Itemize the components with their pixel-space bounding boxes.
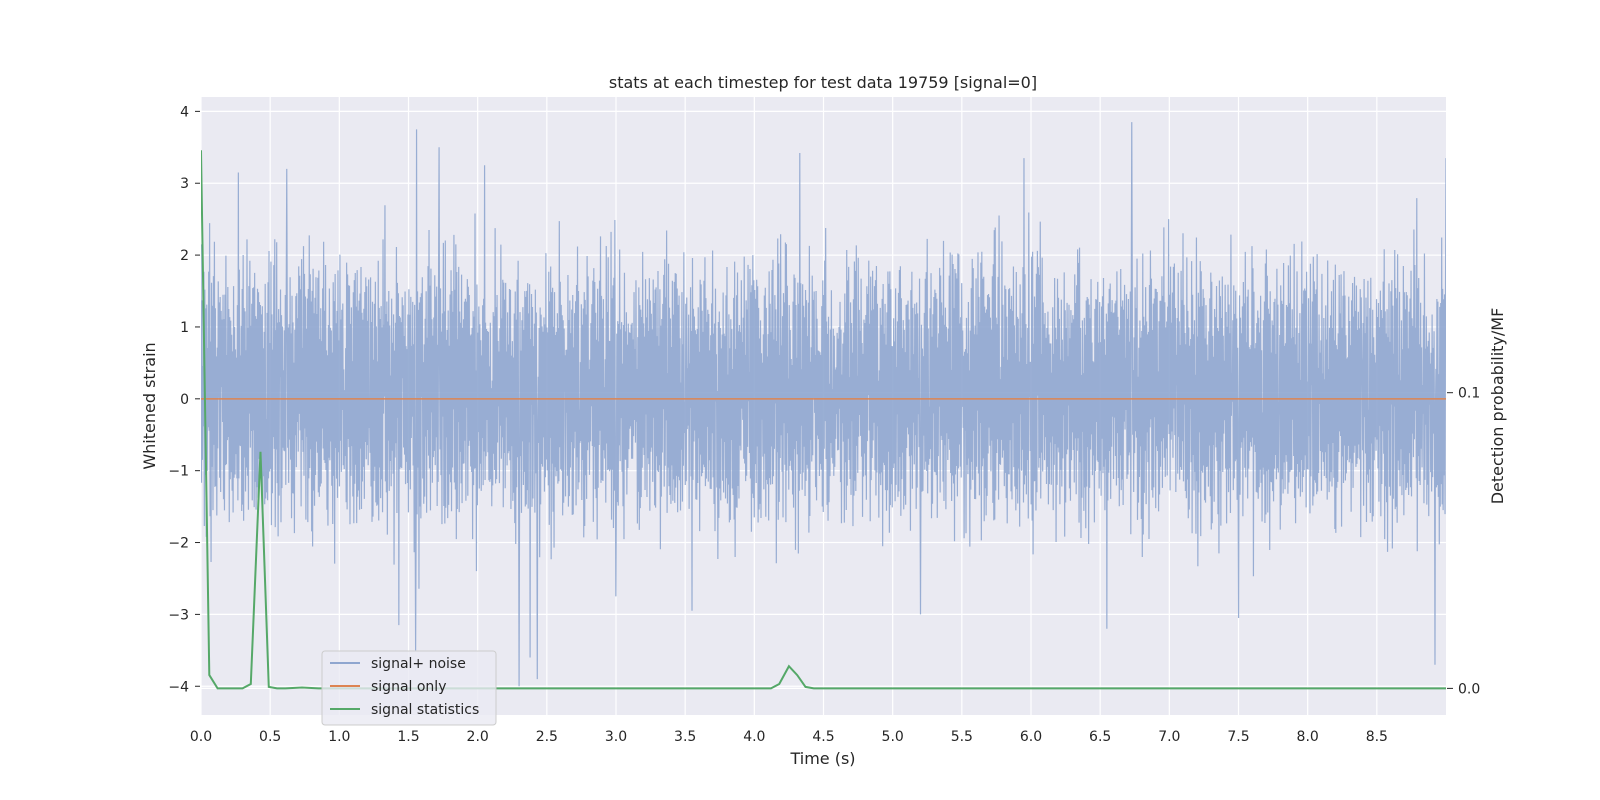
x-tick-label: 0.5: [259, 729, 281, 745]
y-tick-label: 0: [180, 392, 189, 408]
y-axis-label: Whitened strain: [140, 342, 159, 469]
x-tick-label: 4.0: [743, 729, 765, 745]
y-tick-label: 3: [180, 176, 189, 192]
x-tick-label: 3.5: [674, 729, 696, 745]
series-signal-noise-line: [201, 122, 1446, 687]
x-tick-label: 1.5: [397, 729, 419, 745]
x-tick-label: 8.5: [1366, 729, 1388, 745]
y2-axis-label: Detection probability/MF: [1488, 308, 1507, 505]
legend-label-signal-statistics: signal statistics: [371, 702, 479, 718]
x-tick-label: 0.0: [190, 729, 212, 745]
x-tick-label: 6.5: [1089, 729, 1111, 745]
x-tick-label: 5.5: [951, 729, 973, 745]
series-signal-statistics-line: [201, 150, 1446, 690]
legend: signal+ noise signal only signal statist…: [321, 650, 497, 726]
y-axis-right: 0.0 0.1: [1447, 386, 1480, 697]
x-tick-label: 2.0: [467, 729, 489, 745]
x-tick-label: 7.0: [1158, 729, 1180, 745]
legend-box: [321, 650, 497, 726]
y-axis-left: −4 −3 −2 −1 0 1 2 3 4: [168, 104, 200, 695]
legend-label-signal-only: signal only: [371, 679, 446, 695]
x-axis: 0.0 0.5 1.0 1.5 2.0 2.5 3.0 3.5 4.0 4.5 5.0 5.5 6.0 6…: [190, 729, 1388, 745]
x-tick-label: 7.5: [1227, 729, 1249, 745]
series-layer: [201, 122, 1446, 690]
y-tick-label: −2: [168, 536, 189, 552]
chart-title: stats at each timestep for test data 197…: [609, 73, 1037, 92]
y-tick-label: −4: [168, 679, 189, 695]
y-tick-label: 4: [180, 104, 189, 120]
x-tick-label: 4.5: [812, 729, 834, 745]
x-tick-label: 8.0: [1297, 729, 1319, 745]
x-tick-label: 5.0: [882, 729, 904, 745]
y-tick-label: −3: [168, 607, 189, 623]
x-tick-label: 6.0: [1020, 729, 1042, 745]
y-tick-label: −1: [168, 464, 189, 480]
y2-tick-label: 0.1: [1458, 386, 1480, 402]
x-axis-label: Time (s): [789, 749, 855, 768]
legend-label-signal-noise: signal+ noise: [371, 656, 466, 672]
y-tick-label: 1: [180, 320, 189, 336]
x-tick-label: 3.0: [605, 729, 627, 745]
x-tick-label: 2.5: [536, 729, 558, 745]
y-tick-label: 2: [180, 248, 189, 264]
y2-tick-label: 0.0: [1458, 681, 1480, 697]
x-tick-label: 1.0: [328, 729, 350, 745]
